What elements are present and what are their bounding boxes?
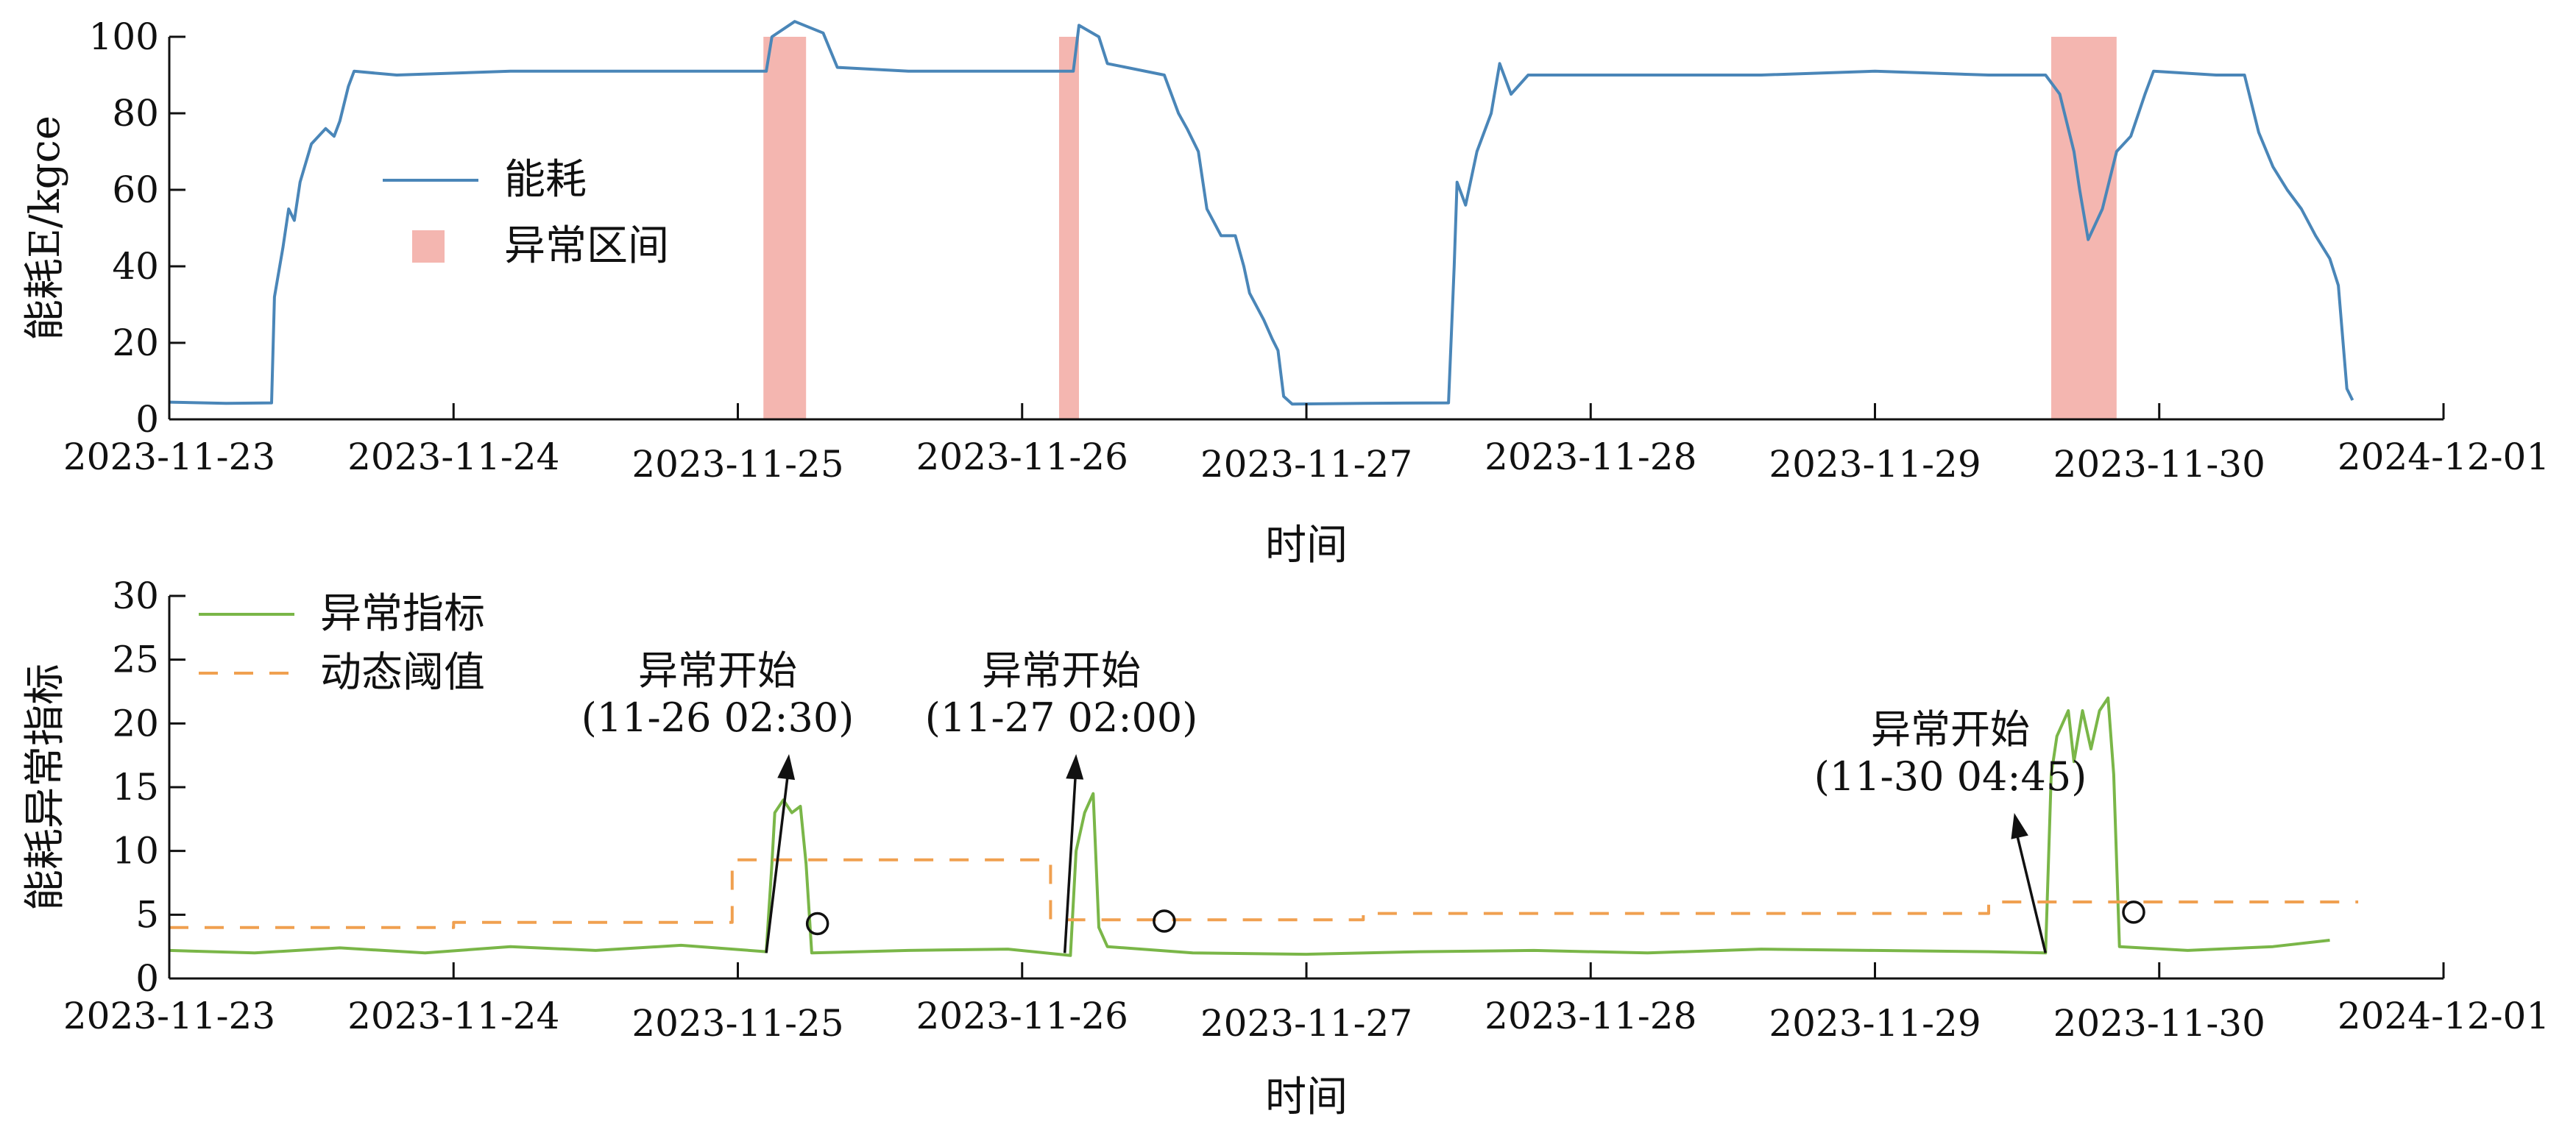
y-tick-label: 0 (135, 957, 159, 1000)
x-axis-title: 时间 (1265, 522, 1348, 569)
annotation-arrow-head (2011, 813, 2028, 839)
x-tick-label: 2023-11-30 (2053, 443, 2265, 486)
threshold-circle-marker (2122, 900, 2145, 924)
x-tick-label: 2023-11-26 (916, 995, 1128, 1037)
y-tick-label: 10 (112, 830, 159, 873)
annotation-title: 异常开始 (1871, 706, 2030, 753)
y-tick-label: 40 (112, 245, 159, 288)
y-tick-label: 30 (112, 575, 159, 617)
x-tick-label: 2023-11-23 (63, 436, 275, 478)
annotation-time: (11-30 04:45) (1814, 753, 2087, 800)
annotation-arrow-line (2013, 823, 2047, 953)
annotation-arrow-head (777, 754, 796, 781)
energy-consumption-panel: 0 20 40 60 80 100 2023-11-23 2023-11-24 2023-11-… (21, 15, 2550, 569)
legend-label: 异常区间 (504, 222, 669, 270)
annotation-title: 异常开始 (638, 647, 797, 694)
x-tick-label: 2023-11-27 (1200, 1002, 1412, 1045)
y-tick-label: 100 (89, 15, 159, 58)
y-tick-label: 60 (112, 168, 159, 211)
anomaly-range-2 (1058, 37, 1079, 419)
legend-label: 能耗 (504, 156, 587, 204)
annotation-arrow-line (1063, 764, 1078, 953)
y-axis-title: 能耗E/kgce (21, 116, 69, 341)
y-tick-label: 0 (135, 398, 159, 441)
x-tick-label: 2023-11-24 (347, 436, 559, 478)
threshold-circle-marker (805, 912, 829, 936)
x-tick-label: 2024-12-01 (2338, 995, 2550, 1037)
x-tick-label: 2023-11-28 (1485, 995, 1696, 1037)
x-tick-label: 2023-11-25 (631, 1002, 843, 1045)
y-axis-title: 能耗异常指标 (21, 664, 69, 911)
legend-label: 动态阈值 (320, 649, 485, 697)
x-axis-title: 时间 (1265, 1073, 1348, 1121)
legend-swatch-anomaly (412, 230, 445, 263)
anomaly-indicator-panel: 0 5 10 15 20 25 30 2023-11-23 2023-11-24 2023-11-… (21, 575, 2550, 1121)
x-tick-label: 2024-12-01 (2338, 436, 2550, 478)
y-tick-label: 80 (112, 92, 159, 135)
x-tick-label: 2023-11-23 (63, 995, 275, 1037)
annotation-time: (11-27 02:00) (925, 694, 1198, 741)
threshold-circle-marker (1153, 909, 1176, 933)
y-tick-label: 20 (112, 702, 159, 745)
x-tick-label: 2023-11-30 (2053, 1002, 2265, 1045)
annotation-time: (11-26 02:30) (581, 694, 854, 741)
series-line-1 (169, 20, 2354, 406)
y-tick-label: 25 (112, 639, 159, 681)
x-tick-label: 2023-11-29 (1769, 1002, 1981, 1045)
anomaly-range-1 (763, 37, 807, 419)
x-tick-label: 2023-11-28 (1485, 436, 1696, 478)
y-tick-label: 5 (135, 893, 159, 936)
x-tick-label: 2023-11-24 (347, 995, 559, 1037)
x-tick-label: 2023-11-27 (1200, 443, 1412, 486)
annotation-title: 异常开始 (982, 647, 1141, 694)
x-tick-label: 2023-11-25 (631, 443, 843, 486)
annotation-arrow-head (1066, 754, 1084, 780)
annotation-arrow-line (765, 764, 790, 953)
x-tick-label: 2023-11-26 (916, 436, 1128, 478)
y-tick-label: 15 (112, 766, 159, 809)
y-tick-label: 20 (112, 321, 159, 364)
legend-label: 异常指标 (320, 590, 485, 638)
series-line-1 (169, 696, 2330, 957)
x-tick-label: 2023-11-29 (1769, 443, 1981, 486)
series-line-2 (169, 858, 2359, 929)
